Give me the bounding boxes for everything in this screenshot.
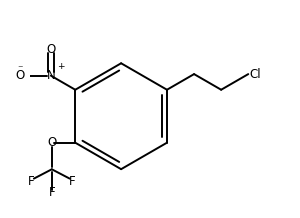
Text: O: O: [46, 43, 56, 56]
Text: F: F: [28, 175, 35, 187]
Text: F: F: [69, 175, 75, 187]
Text: ⁻: ⁻: [18, 65, 23, 75]
Text: +: +: [57, 62, 64, 71]
Text: F: F: [49, 186, 55, 199]
Text: O: O: [47, 136, 56, 149]
Text: Cl: Cl: [250, 68, 261, 81]
Text: N: N: [46, 69, 55, 82]
Text: O: O: [15, 69, 24, 82]
